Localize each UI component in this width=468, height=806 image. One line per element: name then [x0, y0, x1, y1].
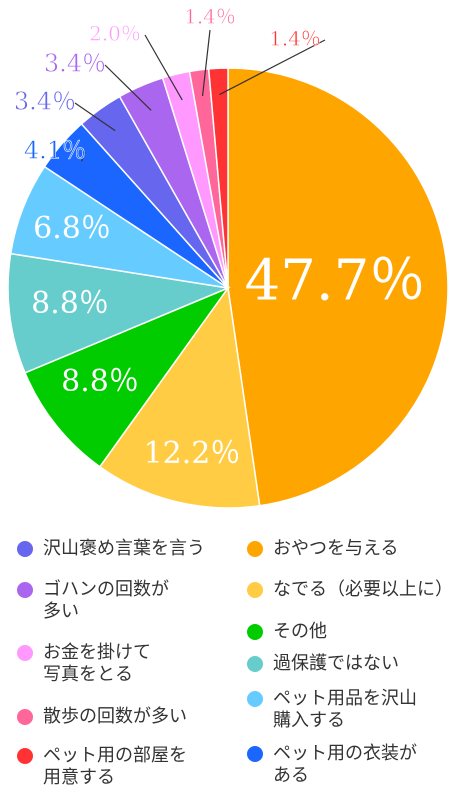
value-label: 3.4％ [44, 50, 106, 78]
legend-swatch [247, 624, 263, 640]
legend-item: 沢山褒め言葉を言う [17, 538, 205, 560]
value-label: 1.4％ [269, 27, 321, 51]
legend-item: 過保護ではない [247, 653, 399, 675]
leader-line [81, 151, 86, 162]
value-label: 2.0％ [89, 22, 141, 46]
pie-slice [227, 67, 449, 507]
legend-item: おやつを与える [247, 538, 398, 560]
legend-label: ペット用品を沢山 購入する [273, 688, 417, 731]
legend-swatch [17, 709, 33, 725]
legend-swatch [17, 748, 33, 764]
legend-item: ペット用の衣装が ある [247, 743, 417, 787]
pie-slice [98, 286, 261, 509]
legend-swatch [17, 541, 33, 557]
legend-swatch [247, 691, 263, 707]
leader-line [104, 64, 152, 111]
value-label: 47.7％ [245, 249, 426, 314]
legend-item: ペット用品を沢山 購入する [247, 688, 417, 732]
pie-chart: 47.7％ 12.2％ 8.8％ 8.8％ 6.8％ 4.1％ 3.4％ 3.4％ 2.0％ 1.… [7, 4, 449, 509]
legend-label: 過保護ではない [273, 653, 399, 674]
leader-line [74, 102, 116, 132]
legend-item: ゴハンの回数が 多い [17, 579, 169, 623]
legend-swatch [247, 582, 263, 598]
legend-swatch [247, 656, 263, 672]
legend-swatch [247, 746, 263, 762]
legend-label: ペット用の衣装が ある [273, 743, 417, 786]
legend-item: なでる（必要以上に） [247, 579, 453, 601]
legend-item: ペット用の部屋を 用意する [17, 745, 187, 789]
pie-slice [24, 286, 231, 468]
legend-label: ゴハンの回数が 多い [43, 579, 169, 622]
pie-slice [207, 67, 229, 289]
legend-label: その他 [273, 621, 327, 642]
legend-swatch [17, 645, 33, 661]
legend-item: その他 [247, 621, 327, 643]
legend-swatch [17, 582, 33, 598]
value-label: 8.8％ [61, 364, 139, 399]
value-label: 8.8％ [31, 286, 109, 321]
legend-label: お金を掛けて 写真をとる [43, 642, 151, 685]
value-label: 4.1％ [24, 137, 86, 165]
pie-slice [7, 252, 231, 374]
leader-line [201, 29, 211, 97]
legend-item: 散歩の回数が多い [17, 706, 187, 728]
leader-line [219, 39, 326, 96]
legend-swatch [247, 541, 263, 557]
value-label: 1.4％ [184, 5, 236, 29]
legend-label: 沢山褒め言葉を言う [43, 538, 205, 559]
leader-line [144, 34, 183, 101]
legend-label: ペット用の部屋を 用意する [43, 745, 187, 788]
legend-label: おやつを与える [273, 538, 399, 559]
legend-label: なでる（必要以上に） [273, 579, 453, 600]
value-label: 3.4％ [14, 88, 76, 116]
value-label: 12.2％ [144, 436, 241, 471]
value-label: 6.8％ [33, 211, 111, 246]
legend-item: お金を掛けて 写真をとる [17, 642, 151, 686]
legend-label: 散歩の回数が多い [43, 706, 187, 727]
